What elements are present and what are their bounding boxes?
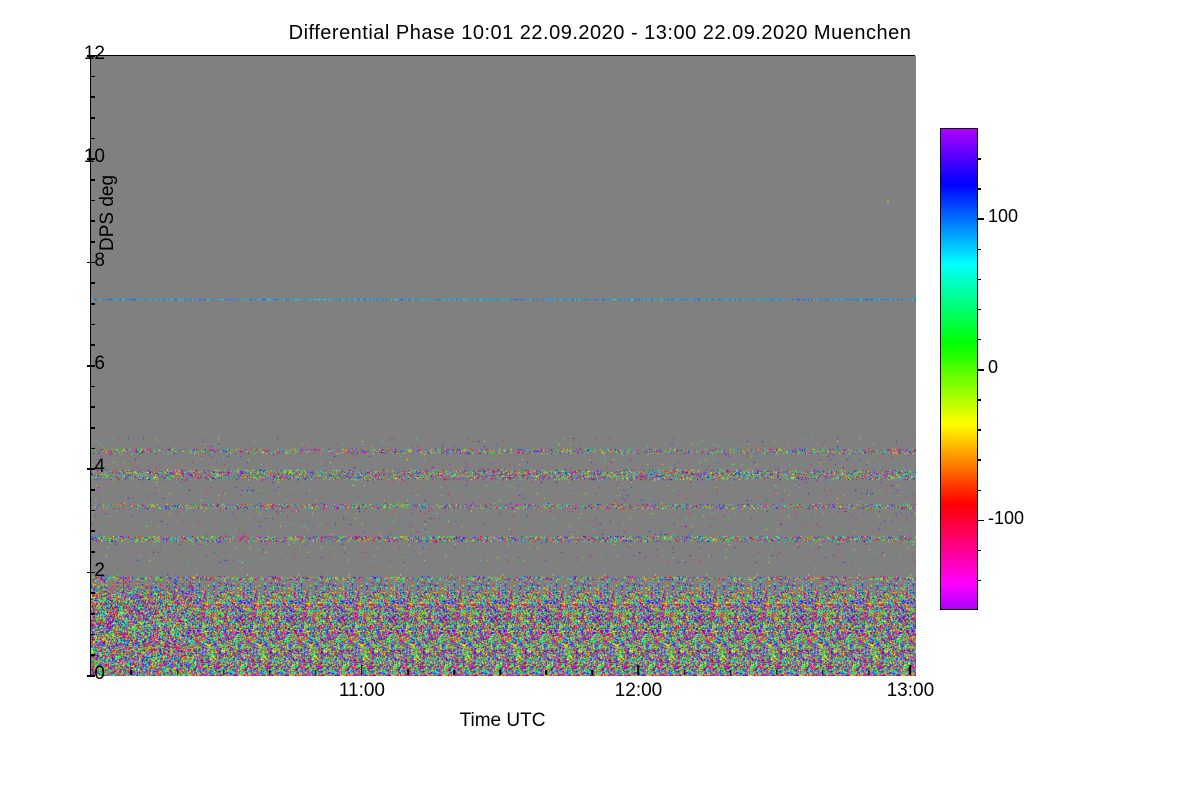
y-axis-tick-label-0: 0 <box>75 663 105 685</box>
colorbar-minor-tick <box>978 399 981 401</box>
y-axis-minor-tick <box>91 241 95 243</box>
x-axis-tick-label-1300: 13:00 <box>887 680 935 702</box>
y-axis-minor-tick <box>91 530 95 532</box>
y-axis-tick-label-4: 4 <box>75 456 105 478</box>
y-axis-tick-mark-2 <box>87 572 95 574</box>
y-axis-minor-tick <box>91 613 95 615</box>
colorbar-minor-tick <box>978 580 981 582</box>
y-axis-tick-label-8: 8 <box>75 250 105 272</box>
y-axis-tick-label-6: 6 <box>75 353 105 375</box>
y-axis-minor-tick <box>91 76 95 78</box>
colorbar-minor-tick <box>978 490 981 492</box>
x-axis-minor-tick <box>269 670 271 675</box>
colorbar-axis-label: DPS deg <box>97 175 119 251</box>
x-axis-tick-label-1200: 12:00 <box>615 680 663 702</box>
x-axis-tick-mark-1300 <box>910 665 912 675</box>
y-axis-minor-tick <box>91 220 95 222</box>
y-axis-tick-mark-6 <box>87 365 95 367</box>
colorbar-tick-label-100: 100 <box>988 206 1018 227</box>
y-axis-minor-tick <box>91 344 95 346</box>
y-axis-minor-tick <box>91 468 95 470</box>
x-axis-minor-tick <box>223 670 225 675</box>
colorbar-tick-mark-0 <box>978 369 984 371</box>
y-axis-minor-tick <box>91 303 95 305</box>
colorbar-minor-tick <box>978 550 981 552</box>
y-axis-minor-tick <box>91 179 95 181</box>
colorbar-minor-tick <box>978 459 981 461</box>
y-axis-minor-tick <box>91 489 95 491</box>
colorbar-tick-mark-100 <box>978 218 984 220</box>
x-axis-minor-tick <box>776 670 778 675</box>
x-axis-minor-tick <box>453 670 455 675</box>
x-axis-minor-tick <box>684 670 686 675</box>
colorbar-minor-tick <box>978 188 981 190</box>
colorbar-tick-mark--100 <box>978 520 984 522</box>
y-axis-minor-tick <box>91 117 95 119</box>
y-axis-tick-label-10: 10 <box>75 146 105 168</box>
colorbar-minor-tick <box>978 339 981 341</box>
x-axis-minor-tick <box>499 670 501 675</box>
colorbar-tick-label-0: 0 <box>988 357 998 378</box>
y-axis-minor-tick <box>91 386 95 388</box>
colorbar-canvas[interactable] <box>940 128 978 610</box>
y-axis-minor-tick <box>91 448 95 450</box>
plot-area <box>90 55 915 675</box>
chart-container: Differential Phase 10:01 22.09.2020 - 13… <box>0 0 1200 800</box>
y-axis-minor-tick <box>91 634 95 636</box>
y-axis-minor-tick <box>91 282 95 284</box>
y-axis-minor-tick <box>91 427 95 429</box>
x-axis-tick-mark-1200 <box>638 665 640 675</box>
y-axis-tick-mark-0 <box>87 675 95 677</box>
x-axis-minor-tick <box>315 670 317 675</box>
x-axis-label: Time UTC <box>90 710 915 732</box>
x-axis-tick-label-1100: 11:00 <box>339 680 385 702</box>
x-axis-minor-tick <box>592 670 594 675</box>
x-axis-minor-tick <box>407 670 409 675</box>
chart-title: Differential Phase 10:01 22.09.2020 - 13… <box>0 22 1200 45</box>
y-axis-tick-mark-12 <box>87 55 95 57</box>
y-axis-minor-tick <box>91 200 95 202</box>
y-axis-minor-tick <box>91 592 95 594</box>
x-axis-minor-tick <box>131 670 133 675</box>
y-axis-minor-tick <box>91 96 95 98</box>
y-axis-minor-tick <box>91 406 95 408</box>
colorbar-minor-tick <box>978 158 981 160</box>
x-axis-minor-tick <box>730 670 732 675</box>
colorbar-minor-tick <box>978 279 981 281</box>
y-axis-tick-mark-8 <box>87 262 95 264</box>
colorbar-minor-tick <box>978 309 981 311</box>
y-axis-minor-tick <box>91 138 95 140</box>
y-axis-minor-tick <box>91 510 95 512</box>
colorbar-tick-label--100: -100 <box>988 508 1024 529</box>
y-axis-tick-label-12: 12 <box>75 43 105 65</box>
x-axis-minor-tick <box>822 670 824 675</box>
y-axis-tick-label-2: 2 <box>75 560 105 582</box>
x-axis-minor-tick <box>868 670 870 675</box>
noise-plot-canvas <box>91 56 916 676</box>
x-axis-minor-tick <box>546 670 548 675</box>
colorbar-minor-tick <box>978 249 981 251</box>
y-axis-minor-tick <box>91 324 95 326</box>
y-axis-minor-tick <box>91 551 95 553</box>
colorbar-minor-tick <box>978 429 981 431</box>
x-axis-tick-mark-1100 <box>361 665 363 675</box>
y-axis-tick-mark-10 <box>87 158 95 160</box>
y-axis-minor-tick <box>91 654 95 656</box>
colorbar-wrap <box>940 128 978 610</box>
x-axis-minor-tick <box>177 670 179 675</box>
